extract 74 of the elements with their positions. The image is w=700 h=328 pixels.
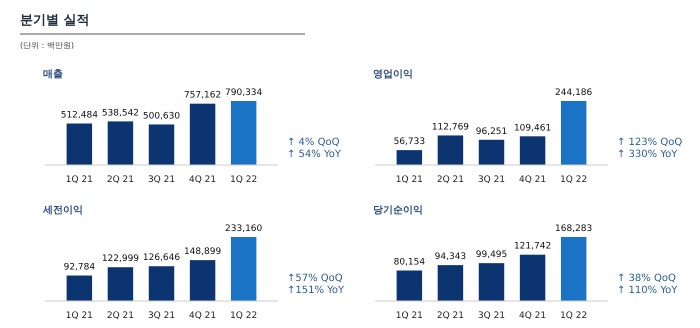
x-tick-label: 1Q 21 [396, 175, 423, 185]
data-label: 790,334 [225, 88, 263, 98]
data-label: 96,251 [476, 126, 508, 137]
x-tick-label: 3Q 21 [148, 311, 176, 321]
data-label: 244,186 [555, 88, 593, 98]
chart-title: 당기순이익 [373, 205, 423, 216]
data-label: 126,646 [142, 253, 180, 264]
bar [148, 124, 174, 165]
data-label: 168,283 [555, 224, 592, 234]
text: ↑ 54% YoY [287, 149, 342, 160]
bar [190, 104, 216, 165]
x-tick-label: 3Q 21 [148, 175, 176, 185]
chart-title: 세전이익 [42, 205, 83, 216]
x-tick-label: 4Q 21 [519, 175, 546, 185]
x-tick-label: 1Q 22 [230, 311, 258, 321]
text: ↑ 330% YoY [617, 149, 678, 160]
x-tick-label: 2Q 21 [436, 175, 464, 185]
x-tick-label: 4Q 21 [189, 175, 216, 185]
chart-title: 매출 [43, 69, 63, 80]
bar [108, 267, 134, 301]
data-label: 757,162 [184, 90, 222, 101]
bar [396, 150, 422, 165]
text: 분기별 실적 [20, 13, 90, 28]
data-label: 94,343 [434, 252, 466, 262]
data-label: 99,495 [476, 250, 508, 260]
x-tick-label: 4Q 21 [519, 311, 546, 321]
text: ↑151% YoY [287, 285, 346, 296]
bar [520, 254, 546, 301]
data-label: 233,160 [225, 224, 263, 234]
data-label: 121,742 [514, 242, 552, 252]
data-label: 112,769 [432, 122, 470, 132]
x-tick-label: 1Q 21 [66, 175, 93, 185]
data-label: 500,630 [142, 111, 180, 122]
bar [560, 237, 586, 301]
x-tick-label: 2Q 21 [436, 311, 464, 321]
bar [190, 260, 216, 301]
bar [230, 101, 256, 165]
data-label: 109,461 [514, 123, 552, 134]
bar [478, 140, 504, 165]
x-tick-label: 1Q 22 [560, 311, 588, 321]
text: (단위 : 백만원) [20, 41, 74, 50]
bar [66, 124, 92, 165]
x-tick-label: 3Q 21 [478, 311, 506, 321]
x-tick-label: 1Q 21 [396, 311, 423, 321]
text: ↑ 123% QoQ [617, 137, 682, 148]
bar [396, 270, 422, 301]
x-tick-label: 1Q 22 [230, 175, 258, 185]
data-label: 512,484 [60, 110, 98, 120]
text: ↑57% QoQ [287, 273, 343, 284]
bar [560, 101, 586, 165]
data-label: 56,733 [394, 137, 426, 148]
data-label: 538,542 [102, 108, 140, 118]
data-label: 92,784 [64, 262, 96, 273]
x-tick-label: 2Q 21 [106, 175, 134, 185]
x-tick-label: 4Q 21 [189, 311, 216, 321]
x-tick-label: 1Q 22 [560, 175, 588, 185]
bar [108, 121, 134, 165]
data-label: 80,154 [394, 258, 426, 268]
bar [478, 263, 504, 301]
bar [148, 266, 174, 301]
bar [438, 135, 464, 165]
bar [66, 276, 92, 301]
data-label: 148,899 [184, 247, 222, 258]
text: ↑ 38% QoQ [617, 273, 676, 284]
x-tick-label: 2Q 21 [106, 311, 134, 321]
bar [438, 265, 464, 301]
chart-title: 영업이익 [373, 69, 413, 80]
data-label: 122,999 [102, 254, 140, 264]
bar [520, 136, 546, 165]
bar [230, 237, 256, 301]
x-tick-label: 1Q 21 [66, 311, 93, 321]
text: ↑ 4% QoQ [287, 137, 340, 148]
text: ↑ 110% YoY [617, 285, 678, 296]
x-tick-label: 3Q 21 [478, 175, 506, 185]
